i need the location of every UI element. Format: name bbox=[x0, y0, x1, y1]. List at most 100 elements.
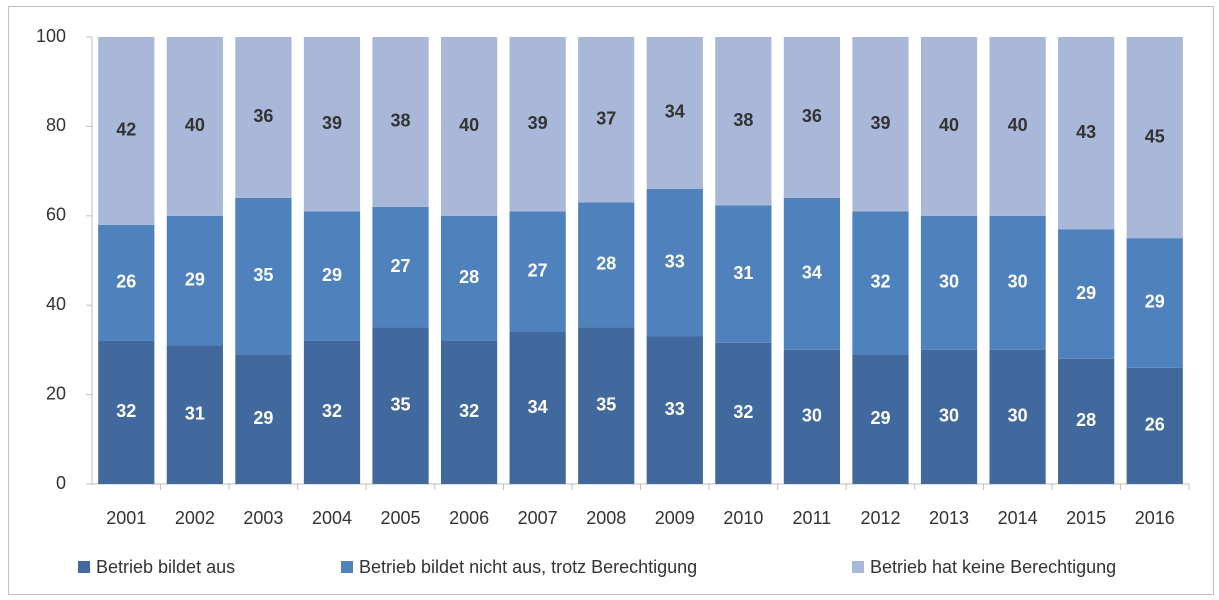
bar-segment bbox=[1058, 37, 1115, 230]
data-label: 26 bbox=[1145, 415, 1165, 435]
bar-segment bbox=[98, 340, 155, 484]
y-tick-label: 80 bbox=[46, 115, 66, 135]
bar-segment bbox=[440, 340, 498, 484]
bar-segment bbox=[509, 211, 566, 333]
data-label: 45 bbox=[1145, 126, 1165, 146]
data-label: 28 bbox=[459, 267, 479, 287]
data-label: 35 bbox=[253, 265, 273, 285]
bar-segment bbox=[372, 327, 429, 484]
data-label: 34 bbox=[802, 263, 822, 283]
data-label: 32 bbox=[733, 402, 753, 422]
bar-segment bbox=[920, 37, 978, 216]
frame bbox=[8, 6, 1214, 595]
data-label: 39 bbox=[870, 113, 890, 133]
bar-segment bbox=[920, 215, 978, 350]
bar-segment bbox=[989, 349, 1046, 484]
data-label: 34 bbox=[528, 397, 548, 417]
x-tick-label: 2002 bbox=[175, 508, 215, 528]
bar-segment bbox=[989, 215, 1046, 350]
bar-segment bbox=[783, 197, 841, 350]
bar-segment bbox=[98, 37, 155, 225]
bar-segment bbox=[715, 205, 772, 343]
bar-segment bbox=[578, 327, 635, 484]
bar-segment bbox=[372, 206, 429, 328]
data-label: 34 bbox=[665, 102, 685, 122]
data-label: 29 bbox=[185, 269, 205, 289]
legend-swatch bbox=[341, 561, 353, 573]
data-label: 30 bbox=[1008, 406, 1028, 426]
bar-segment bbox=[783, 37, 841, 198]
data-label: 38 bbox=[733, 110, 753, 130]
y-tick-label: 40 bbox=[46, 294, 66, 314]
bar-segment bbox=[166, 37, 223, 216]
x-tick-label: 2001 bbox=[106, 508, 146, 528]
x-tick-label: 2010 bbox=[723, 508, 763, 528]
data-label: 42 bbox=[116, 120, 136, 140]
bar-segment bbox=[440, 215, 498, 341]
legend-label: Betrieb bildet nicht aus, trotz Berechti… bbox=[359, 557, 697, 577]
data-label: 29 bbox=[1145, 292, 1165, 312]
bar-segment bbox=[166, 345, 223, 484]
x-tick-label: 2006 bbox=[449, 508, 489, 528]
data-label: 29 bbox=[253, 408, 273, 428]
bar-segment bbox=[440, 37, 498, 216]
y-tick-label: 60 bbox=[46, 205, 66, 225]
x-tick-label: 2015 bbox=[1066, 508, 1106, 528]
data-label: 33 bbox=[665, 399, 685, 419]
bar-segment bbox=[989, 37, 1046, 216]
x-tick-label: 2012 bbox=[860, 508, 900, 528]
data-label: 32 bbox=[870, 272, 890, 292]
data-label: 27 bbox=[391, 256, 411, 276]
data-label: 37 bbox=[596, 108, 616, 128]
bar-segment bbox=[303, 340, 361, 484]
x-tick-label: 2013 bbox=[929, 508, 969, 528]
bar-segment bbox=[235, 197, 292, 355]
bar-segment bbox=[715, 37, 772, 206]
data-label: 36 bbox=[802, 106, 822, 126]
x-tick-label: 2011 bbox=[793, 508, 832, 528]
x-tick-label: 2016 bbox=[1135, 508, 1175, 528]
data-label: 39 bbox=[322, 113, 342, 133]
data-label: 32 bbox=[322, 401, 342, 421]
data-label: 30 bbox=[939, 406, 959, 426]
data-label: 33 bbox=[665, 251, 685, 271]
data-label: 31 bbox=[185, 403, 205, 423]
bar-segment bbox=[372, 37, 429, 207]
data-label: 32 bbox=[459, 401, 479, 421]
x-tick-label: 2004 bbox=[312, 508, 352, 528]
data-label: 35 bbox=[391, 395, 411, 415]
bar-segment bbox=[646, 188, 703, 337]
data-label: 40 bbox=[185, 115, 205, 135]
bar-segment bbox=[98, 224, 155, 341]
bar-segment bbox=[235, 354, 292, 484]
data-label: 40 bbox=[459, 115, 479, 135]
x-tick-label: 2008 bbox=[586, 508, 626, 528]
data-label: 35 bbox=[596, 395, 616, 415]
data-label: 26 bbox=[116, 272, 136, 292]
bar-segment bbox=[852, 37, 909, 212]
data-label: 28 bbox=[1076, 410, 1096, 430]
data-label: 43 bbox=[1076, 122, 1096, 142]
x-tick-label: 2009 bbox=[655, 508, 695, 528]
bar-segment bbox=[235, 37, 292, 198]
x-tick-label: 2003 bbox=[243, 508, 283, 528]
bar-segment bbox=[715, 342, 772, 484]
data-label: 30 bbox=[1008, 272, 1028, 292]
data-label: 27 bbox=[528, 260, 548, 280]
bar-segment bbox=[303, 37, 361, 212]
data-label: 31 bbox=[733, 263, 753, 283]
bar-segment bbox=[646, 336, 703, 484]
x-tick-label: 2007 bbox=[518, 508, 558, 528]
legend-label: Betrieb hat keine Berechtigung bbox=[870, 557, 1116, 577]
x-tick-label: 2005 bbox=[381, 508, 421, 528]
data-label: 29 bbox=[1076, 283, 1096, 303]
bar-segment bbox=[166, 215, 223, 346]
x-tick-label: 2014 bbox=[998, 508, 1038, 528]
bar-segment bbox=[852, 354, 909, 484]
data-label: 39 bbox=[528, 113, 548, 133]
bar-segment bbox=[1126, 238, 1183, 368]
data-label: 36 bbox=[253, 106, 273, 126]
y-tick-label: 20 bbox=[46, 383, 66, 403]
bar-segment bbox=[1126, 367, 1183, 484]
